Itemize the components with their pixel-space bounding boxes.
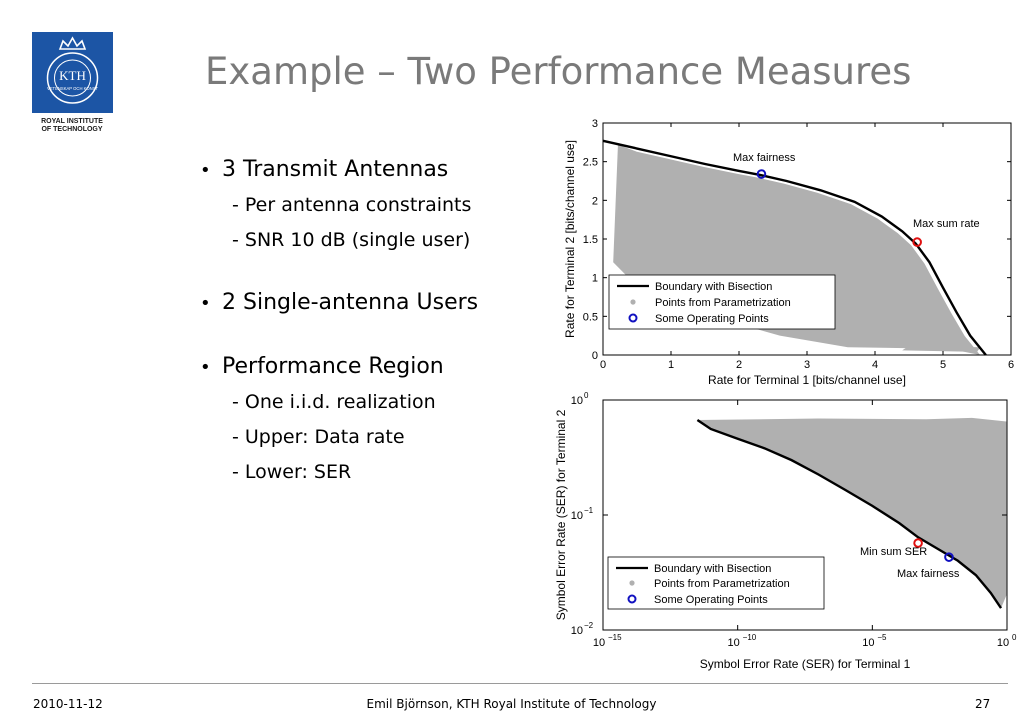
sub-bullet-item: - Lower: SER xyxy=(232,461,352,483)
annotation-max-sum-rate: Max sum rate xyxy=(913,218,980,230)
bullet-text: Performance Region xyxy=(222,354,444,379)
y-tick-label: 1 xyxy=(592,273,598,285)
y-tick-label: 0 xyxy=(592,350,598,362)
ser-plot-frame xyxy=(602,399,1008,631)
footer-divider xyxy=(32,683,1008,684)
parametrization-points-area xyxy=(697,417,1007,609)
y-tick-label: 10 xyxy=(571,395,583,407)
ser-region-chart: 10 −15 10 −10 10 −5 10 010 −210 −110 0 Symbol Erro… xyxy=(554,391,1017,671)
x-tick-exponent: −15 xyxy=(608,633,622,642)
bullet-item: • 3 Transmit Antennas - Per antenna const… xyxy=(200,153,560,258)
logo-caption-line2: OF TECHNOLOGY xyxy=(41,126,103,133)
legend-gray-dot-swatch xyxy=(629,580,635,586)
rate-xlabel: Rate for Terminal 1 [bits/channel use] xyxy=(708,373,906,387)
annotation-max-fairness: Max fairness xyxy=(897,568,960,580)
y-tick-label: 2 xyxy=(592,195,598,207)
legend-entry: Some Operating Points xyxy=(655,313,769,325)
logo-emblem-text: KTH xyxy=(59,68,86,83)
sub-bullet-list: - Per antenna constraints - SNR 10 dB (s… xyxy=(232,188,560,258)
rate-legend: Boundary with Bisection Points from Para… xyxy=(608,274,836,330)
legend-entry: Points from Parametrization xyxy=(654,578,790,590)
bullet-dot-icon: • xyxy=(200,357,211,378)
x-tick-exponent: 0 xyxy=(1012,633,1017,642)
x-tick-label: 0 xyxy=(600,359,606,371)
kth-logo: KTH VETENSKAP OCH KONST xyxy=(32,32,113,113)
legend-entry: Points from Parametrization xyxy=(655,297,791,309)
x-tick-label: 5 xyxy=(940,359,946,371)
x-tick-label: 2 xyxy=(736,359,742,371)
boundary-line xyxy=(602,139,987,356)
bullet-dot-icon: • xyxy=(200,293,211,314)
legend-circle-swatch xyxy=(627,594,637,604)
parametrization-points-area xyxy=(902,345,981,352)
bullet-list: • 3 Transmit Antennas - Per antenna const… xyxy=(200,153,560,490)
sub-bullet-item: - One i.i.d. realization xyxy=(232,391,436,413)
x-tick-exponent: −5 xyxy=(877,633,887,642)
annotation-max-fairness: Max fairness xyxy=(733,152,796,164)
y-tick-label: 2.5 xyxy=(583,157,598,169)
x-tick-exponent: −10 xyxy=(743,633,757,642)
x-tick-label: 1 xyxy=(668,359,674,371)
sub-bullet-item: - Per antenna constraints xyxy=(232,194,472,216)
x-tick-label: 10 xyxy=(593,637,605,649)
slide-title: Example – Two Performance Measures xyxy=(205,50,912,93)
logo-caption: ROYAL INSTITUTE OF TECHNOLOGY xyxy=(26,118,118,134)
y-tick-exponent: −1 xyxy=(584,506,594,515)
logo-ring-text: VETENSKAP OCH KONST xyxy=(47,86,99,91)
sub-bullet-item: - Upper: Data rate xyxy=(232,426,405,448)
x-tick-label: 6 xyxy=(1008,359,1014,371)
ser-ylabel: Symbol Error Rate (SER) for Terminal 2 xyxy=(554,409,568,620)
rate-ylabel: Rate for Terminal 2 [bits/channel use] xyxy=(563,140,577,338)
bullet-item: • 2 Single-antenna Users xyxy=(200,286,560,321)
legend-entry: Boundary with Bisection xyxy=(655,281,772,293)
operating-point-marker xyxy=(756,169,767,179)
operating-point-marker xyxy=(913,538,923,548)
boundary-line xyxy=(696,419,1003,609)
y-tick-label: 0.5 xyxy=(583,311,598,323)
y-tick-exponent: −2 xyxy=(584,621,594,630)
x-tick-label: 4 xyxy=(872,359,878,371)
legend-entry: Boundary with Bisection xyxy=(654,563,771,575)
y-tick-label: 3 xyxy=(592,118,598,130)
sub-bullet-item: - SNR 10 dB (single user) xyxy=(232,229,471,251)
legend-gray-dot-swatch xyxy=(630,299,636,305)
footer-page-number: 27 xyxy=(975,697,991,711)
rate-region-chart: 0 1 2 3 4 5 6 0 0.5 1 1.5 2 2.5 3 Rate for Terminal 1… xyxy=(563,118,1014,387)
x-tick-label: 3 xyxy=(804,359,810,371)
y-tick-label: 10 xyxy=(571,625,583,637)
footer-date: 2010-11-12 xyxy=(33,697,103,711)
parametrization-region xyxy=(697,417,1007,609)
bullet-dot-icon: • xyxy=(200,160,211,181)
x-tick-label: 10 xyxy=(997,637,1009,649)
bullet-text: 2 Single-antenna Users xyxy=(222,290,479,315)
footer-author: Emil Björnson, KTH Royal Institute of Te… xyxy=(366,697,657,711)
bullet-item: • Performance Region - One i.i.d. realiza… xyxy=(200,350,560,490)
bullet-text: 3 Transmit Antennas xyxy=(222,157,449,182)
legend-circle-swatch xyxy=(628,313,638,323)
rate-plot-frame xyxy=(602,122,1012,356)
kth-crown-emblem: KTH VETENSKAP OCH KONST xyxy=(46,36,99,104)
y-tick-label: 1.5 xyxy=(583,234,598,246)
ser-xlabel: Symbol Error Rate (SER) for Terminal 1 xyxy=(700,657,911,671)
legend-entry: Some Operating Points xyxy=(654,594,768,606)
x-tick-label: 10 xyxy=(862,637,874,649)
sub-bullet-list: - One i.i.d. realization - Upper: Data r… xyxy=(232,385,560,490)
logo-caption-line1: ROYAL INSTITUTE xyxy=(41,118,103,125)
operating-point-marker xyxy=(944,552,954,562)
y-tick-exponent: 0 xyxy=(584,391,589,400)
x-tick-label: 10 xyxy=(728,637,740,649)
y-tick-label: 10 xyxy=(571,510,583,522)
ser-legend: Boundary with Bisection Points from Para… xyxy=(607,556,825,610)
annotation-min-sum-ser: Min sum SER xyxy=(860,546,927,558)
operating-point-marker xyxy=(912,237,922,247)
